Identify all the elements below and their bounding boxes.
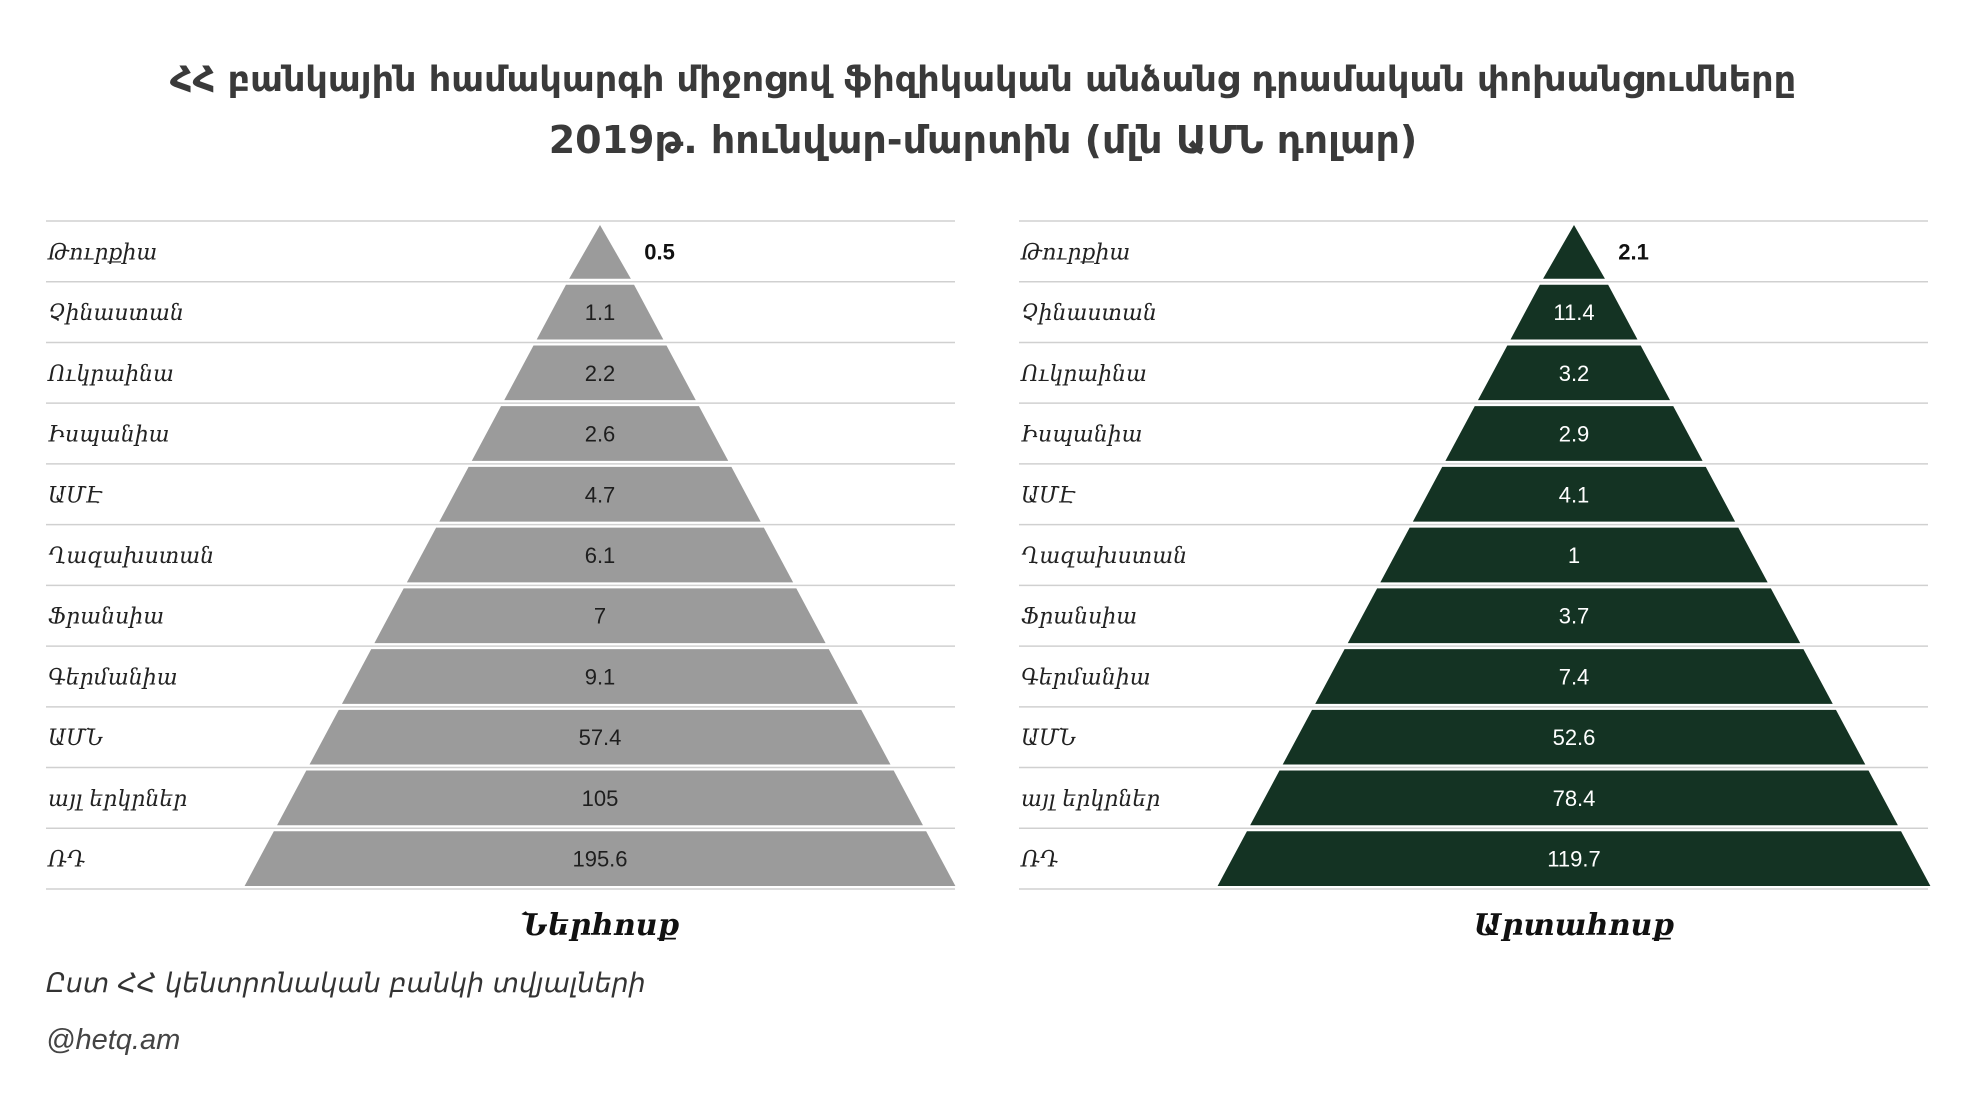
inflow-label: Ներհոսք <box>521 908 680 943</box>
value-label: 195.6 <box>572 847 627 872</box>
category-label: ԱՄՆ <box>1021 726 1077 751</box>
pyramid-segment <box>471 406 729 461</box>
value-label: 1 <box>1568 543 1580 568</box>
pyramid-segment <box>536 284 664 340</box>
value-label: 7 <box>594 604 606 629</box>
source-note: Ըստ ՀՀ կենտրոնական բանկի տվյալների <box>46 968 646 999</box>
pyramid-segment <box>341 649 859 704</box>
pyramid-segment <box>309 709 891 765</box>
inflow-pyramid: Թուրքիա 0.5 Չինաստան 1.1 Ուկրաինա 2.2 Իսպանիա 2… <box>46 220 956 943</box>
category-label: Չինաստան <box>1021 301 1157 326</box>
value-label: 78.4 <box>1553 786 1596 811</box>
pyramid-segment <box>1543 225 1605 279</box>
pyramid-segment <box>1217 831 1931 886</box>
category-label: Ղազախստան <box>48 544 214 569</box>
value-label: 2.6 <box>585 422 616 447</box>
category-label: Գերմանիա <box>1021 665 1151 690</box>
category-label: այլ երկրներ <box>48 787 187 812</box>
category-label: Ուկրաինա <box>1020 362 1147 387</box>
pyramid-segment <box>504 345 696 401</box>
value-label: 2.2 <box>585 361 616 386</box>
category-label: Գերմանիա <box>48 665 178 690</box>
value-label: 3.7 <box>1559 604 1590 629</box>
watermark: @hetq.am <box>46 1024 181 1056</box>
category-label: ՌԴ <box>47 848 85 873</box>
category-label: ԱՄԷ <box>1021 483 1077 508</box>
value-label: 4.7 <box>585 482 616 507</box>
pyramid-segment <box>569 225 631 279</box>
pyramid-segment <box>1445 406 1703 461</box>
pyramid-segment <box>1250 770 1898 826</box>
value-label: 2.1 <box>1618 239 1649 264</box>
title-line-2: 2019թ. հունվար-մարտին (մլն ԱՄՆ դոլար) <box>548 118 1418 162</box>
category-label: Թուրքիա <box>47 240 157 265</box>
pyramid-segment <box>1412 466 1736 522</box>
category-label: Ֆրանսիա <box>48 605 164 630</box>
category-label: այլ երկրներ <box>1021 787 1160 812</box>
pyramid-segment <box>406 527 794 583</box>
value-label: 4.1 <box>1559 482 1590 507</box>
category-label: Ֆրանսիա <box>1021 605 1137 630</box>
category-label: Իսպանիա <box>48 423 170 448</box>
pyramid-segment <box>1347 588 1801 644</box>
pyramid-segment <box>244 831 956 886</box>
value-label: 1.1 <box>585 300 616 325</box>
pyramid-segment <box>1380 527 1768 583</box>
category-label: ՌԴ <box>1020 848 1058 873</box>
pyramid-segment <box>1315 649 1833 704</box>
category-label: Ղազախստան <box>1021 544 1187 569</box>
value-label: 105 <box>582 786 619 811</box>
pyramid-segment <box>1510 284 1638 340</box>
pyramid-segment <box>1477 345 1671 401</box>
value-label: 119.7 <box>1547 847 1600 872</box>
value-label: 9.1 <box>585 664 616 689</box>
outflow-label: Արտահոսք <box>1474 908 1675 943</box>
outflow-pyramid: Թուրքիա 2.1 Չինաստան 11.4 Ուկրաինա 3.2 Իսպանիա… <box>1019 220 1931 943</box>
pyramid-segment <box>374 588 826 644</box>
pyramid-segment <box>277 770 923 826</box>
value-label: 2.9 <box>1559 422 1590 447</box>
category-label: ԱՄՆ <box>48 726 104 751</box>
value-label: 3.2 <box>1559 361 1590 386</box>
category-label: Իսպանիա <box>1021 423 1143 448</box>
title-line-1: ՀՀ բանկային համակարգի միջոցով ֆիզիկական … <box>169 60 1797 100</box>
value-label: 52.6 <box>1553 725 1596 750</box>
category-label: Թուրքիա <box>1020 240 1130 265</box>
category-label: Չինաստան <box>48 301 184 326</box>
value-label: 0.5 <box>644 239 675 264</box>
chart-title: ՀՀ բանկային համակարգի միջոցով ֆիզիկական … <box>0 50 1966 170</box>
pyramid-segment <box>1282 709 1866 765</box>
category-label: Ուկրաինա <box>47 362 174 387</box>
category-label: ԱՄԷ <box>48 483 104 508</box>
value-label: 7.4 <box>1559 664 1590 689</box>
value-label: 11.4 <box>1553 300 1594 325</box>
value-label: 6.1 <box>585 543 616 568</box>
value-label: 57.4 <box>579 725 622 750</box>
pyramid-segment <box>439 466 761 522</box>
